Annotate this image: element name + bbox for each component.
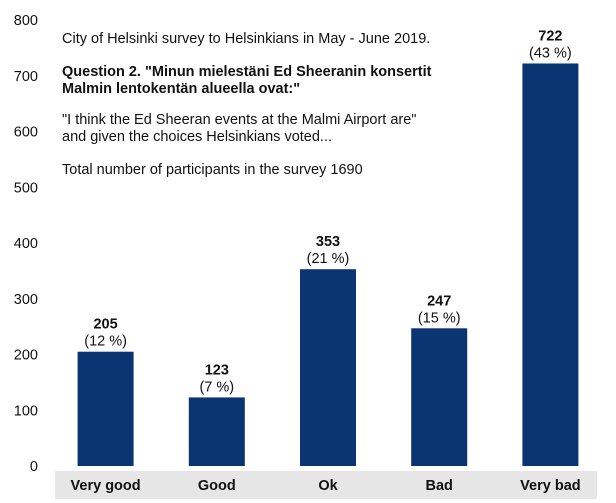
- y-tick-label: 300: [14, 292, 38, 308]
- bar-very-good: [77, 351, 134, 466]
- bar-good: [188, 397, 245, 466]
- value-label: 205: [93, 317, 117, 333]
- percent-label: (21 %): [307, 251, 350, 267]
- y-tick-label: 100: [14, 403, 38, 419]
- y-tick-label: 800: [14, 13, 38, 29]
- x-tick-label: Ok: [318, 478, 338, 494]
- x-axis-band: [55, 471, 597, 499]
- bar-ok: [300, 269, 356, 466]
- y-tick-label: 0: [30, 459, 38, 475]
- data-labels: 205(12 %) 123(7 %) 353(21 %) 247(15 %) 722(4…: [84, 28, 572, 395]
- translation-line-1: "I think the Ed Sheeran events at the Ma…: [62, 112, 417, 128]
- value-label: 123: [205, 362, 229, 378]
- percent-label: (12 %): [84, 334, 127, 350]
- translation-line-2: and given the choices Helsinkians voted.…: [62, 129, 333, 145]
- bars: [77, 63, 579, 467]
- bar-very-bad: [522, 63, 579, 467]
- source-note: City of Helsinki survey to Helsinkians i…: [62, 31, 431, 47]
- percent-label: (43 %): [529, 45, 572, 61]
- participant-total-note: Total number of participants in the surv…: [62, 162, 363, 178]
- percent-label: (7 %): [199, 379, 234, 395]
- x-tick-label: Very bad: [520, 478, 580, 494]
- value-label: 722: [538, 28, 562, 44]
- bar-bad: [411, 328, 468, 466]
- y-tick-label: 600: [14, 125, 38, 141]
- question-line-1: Question 2. "Minun mielestäni Ed Sheeran…: [62, 64, 432, 80]
- y-tick-label: 500: [14, 180, 38, 196]
- x-axis-labels: Very good Good Ok Bad Very bad: [71, 478, 581, 494]
- x-tick-label: Very good: [71, 478, 141, 494]
- question-line-2: Malmin lentokentän alueella ovat:": [62, 81, 301, 97]
- y-tick-label: 400: [14, 236, 38, 252]
- value-label: 353: [316, 234, 340, 250]
- y-axis: 0 100 200 300 400 500 600 700 800: [14, 13, 38, 475]
- value-label: 247: [427, 293, 451, 309]
- x-tick-label: Good: [198, 478, 236, 494]
- y-tick-label: 200: [14, 348, 38, 364]
- percent-label: (15 %): [418, 310, 461, 326]
- x-tick-label: Bad: [425, 478, 452, 494]
- y-tick-label: 700: [14, 69, 38, 85]
